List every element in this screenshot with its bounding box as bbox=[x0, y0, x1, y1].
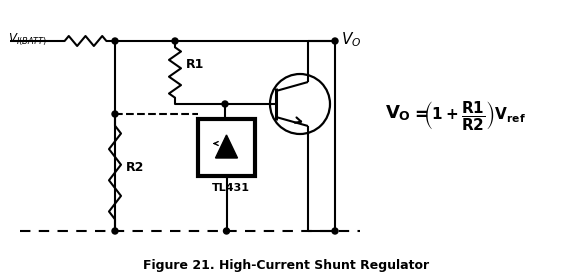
Text: R1: R1 bbox=[186, 58, 204, 71]
Bar bbox=[198, 119, 255, 176]
Text: $\bf{V}$: $\bf{V}$ bbox=[385, 104, 401, 122]
Text: $\mathbf{\left(1 + \dfrac{R1}{R2}\right)V_{ref}}$: $\mathbf{\left(1 + \dfrac{R1}{R2}\right)… bbox=[423, 98, 526, 131]
Polygon shape bbox=[216, 135, 237, 158]
Text: Figure 21. High-Current Shunt Regulator: Figure 21. High-Current Shunt Regulator bbox=[143, 259, 429, 271]
Circle shape bbox=[112, 228, 118, 234]
Circle shape bbox=[222, 101, 228, 107]
Text: TL431: TL431 bbox=[212, 183, 249, 193]
Circle shape bbox=[224, 228, 229, 234]
Text: $\bf{=}$: $\bf{=}$ bbox=[411, 104, 428, 122]
Text: $\bf{O}$: $\bf{O}$ bbox=[398, 110, 410, 124]
Circle shape bbox=[332, 228, 338, 234]
Circle shape bbox=[112, 38, 118, 44]
Circle shape bbox=[112, 111, 118, 117]
Text: $V_O$: $V_O$ bbox=[341, 31, 362, 49]
Circle shape bbox=[332, 38, 338, 44]
Text: $V_{I(BATT)}$: $V_{I(BATT)}$ bbox=[8, 32, 47, 48]
Circle shape bbox=[172, 38, 178, 44]
Text: R2: R2 bbox=[126, 161, 144, 174]
